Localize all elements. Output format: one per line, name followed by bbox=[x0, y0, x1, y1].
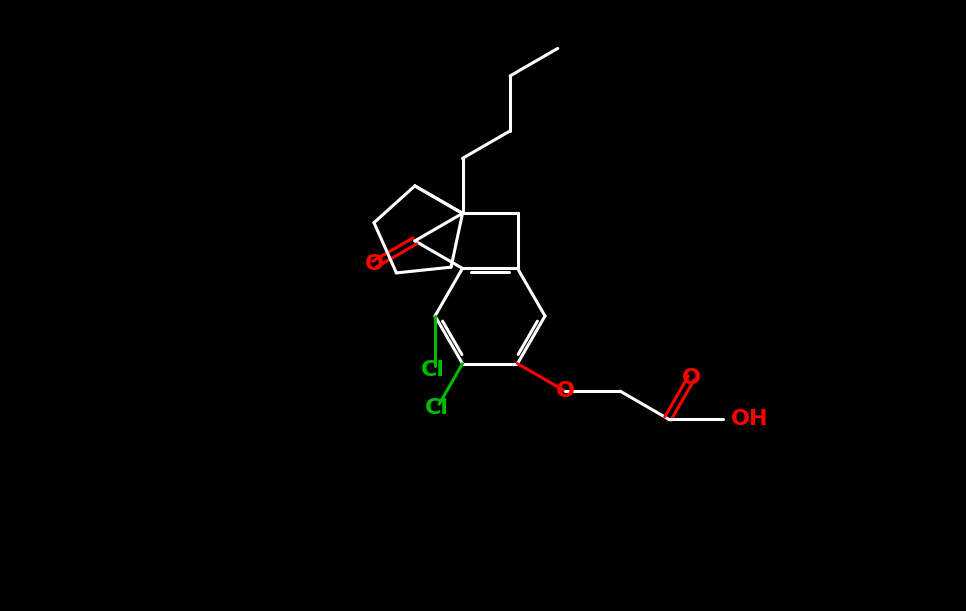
Text: OH: OH bbox=[730, 409, 768, 429]
Text: O: O bbox=[555, 381, 575, 401]
Text: Cl: Cl bbox=[421, 359, 445, 379]
Text: Cl: Cl bbox=[425, 398, 449, 418]
Text: O: O bbox=[682, 368, 700, 388]
Text: O: O bbox=[365, 254, 384, 274]
